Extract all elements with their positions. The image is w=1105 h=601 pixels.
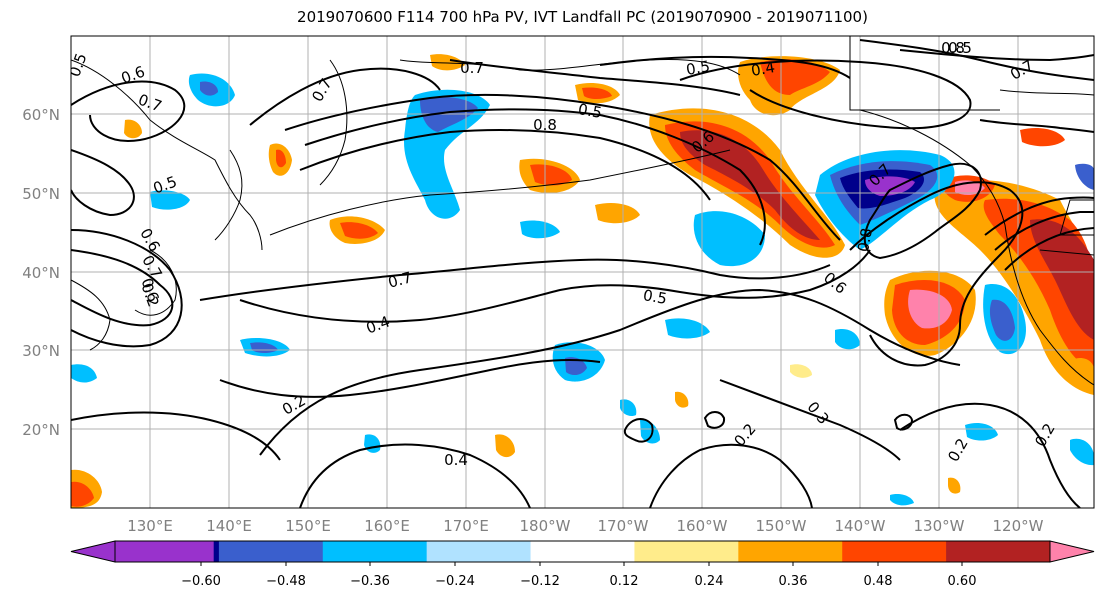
contour-label: 0.7 (386, 268, 414, 292)
colorbar-frame (114, 540, 1051, 563)
colorbar-segment (218, 541, 324, 562)
graticule (71, 36, 1094, 508)
lon-label: 160°E (364, 517, 410, 535)
lon-label: 140°W (835, 517, 886, 535)
colorbar-tick-label: 0.24 (695, 574, 724, 589)
contour-label: 0.5 (642, 286, 669, 308)
colorbar-tick-label: 0.48 (864, 574, 893, 589)
lon-label: 130°E (127, 517, 173, 535)
contour-label: 0.8 (941, 39, 965, 57)
lat-label: 40°N (22, 264, 60, 282)
colorbar-tick-label: 0.60 (948, 574, 977, 589)
contour-label: 0.5 (948, 39, 972, 57)
colorbar-segment (426, 541, 532, 562)
colorbar-segment (946, 541, 1051, 562)
lon-label: 180°W (520, 517, 571, 535)
colorbar-extend-max (1049, 540, 1095, 563)
colorbar-segment (738, 541, 843, 562)
colorbar-tick-label: −0.60 (181, 574, 221, 589)
lon-label: 170°E (443, 517, 489, 535)
latitude-labels: 60°N 50°N 40°N 30°N 20°N (22, 106, 60, 439)
lat-label: 20°N (22, 421, 60, 439)
lat-label: 30°N (22, 342, 60, 360)
lon-label: 170°W (598, 517, 649, 535)
contour-label: 0.5 (685, 57, 712, 79)
lon-label: 120°W (993, 517, 1044, 535)
contour-label: 0.4 (750, 58, 777, 80)
lat-label: 50°N (22, 185, 60, 203)
colorbar-segment (530, 541, 635, 562)
contour-label: 0.8 (854, 227, 876, 254)
lat-label: 60°N (22, 106, 60, 124)
anomaly-fills (71, 54, 1094, 508)
pv-contours (71, 39, 1094, 508)
plot-frame (70, 35, 1095, 509)
contour-label: 0.7 (460, 59, 484, 77)
map-title: 2019070600 F114 700 hPa PV, IVT Landfall… (297, 8, 868, 26)
colorbar-tick-label: −0.24 (435, 574, 475, 589)
lon-label: 150°E (285, 517, 331, 535)
colorbar-segment (634, 541, 739, 562)
colorbar-segment (322, 541, 428, 562)
lon-label: 160°W (677, 517, 728, 535)
colorbar-extend-min (70, 540, 116, 563)
contour-label: 0.4 (444, 451, 468, 469)
contour-label: 0.8 (533, 116, 557, 134)
colorbar-tick-labels: −0.60 −0.48 −0.36 −0.24 −0.12 0.12 0.24 0.36 0.4… (181, 562, 976, 589)
colorbar-tick-label: 0.36 (779, 574, 808, 589)
colorbar-tick-label: 0.12 (610, 574, 639, 589)
lon-label: 140°E (206, 517, 252, 535)
colorbar-segment (842, 541, 947, 562)
lon-label: 130°W (914, 517, 965, 535)
lon-label: 150°W (756, 517, 807, 535)
contour-label: 0.5 (577, 100, 604, 122)
colorbar (70, 540, 1095, 563)
colorbar-segment-first (115, 541, 214, 562)
longitude-labels: 130°E 140°E 150°E 160°E 170°E 180°W 170°W 160°W… (127, 517, 1043, 535)
colorbar-tick-label: −0.12 (520, 574, 560, 589)
colorbar-tick-label: −0.36 (350, 574, 390, 589)
colorbar-tick-label: −0.48 (266, 574, 306, 589)
